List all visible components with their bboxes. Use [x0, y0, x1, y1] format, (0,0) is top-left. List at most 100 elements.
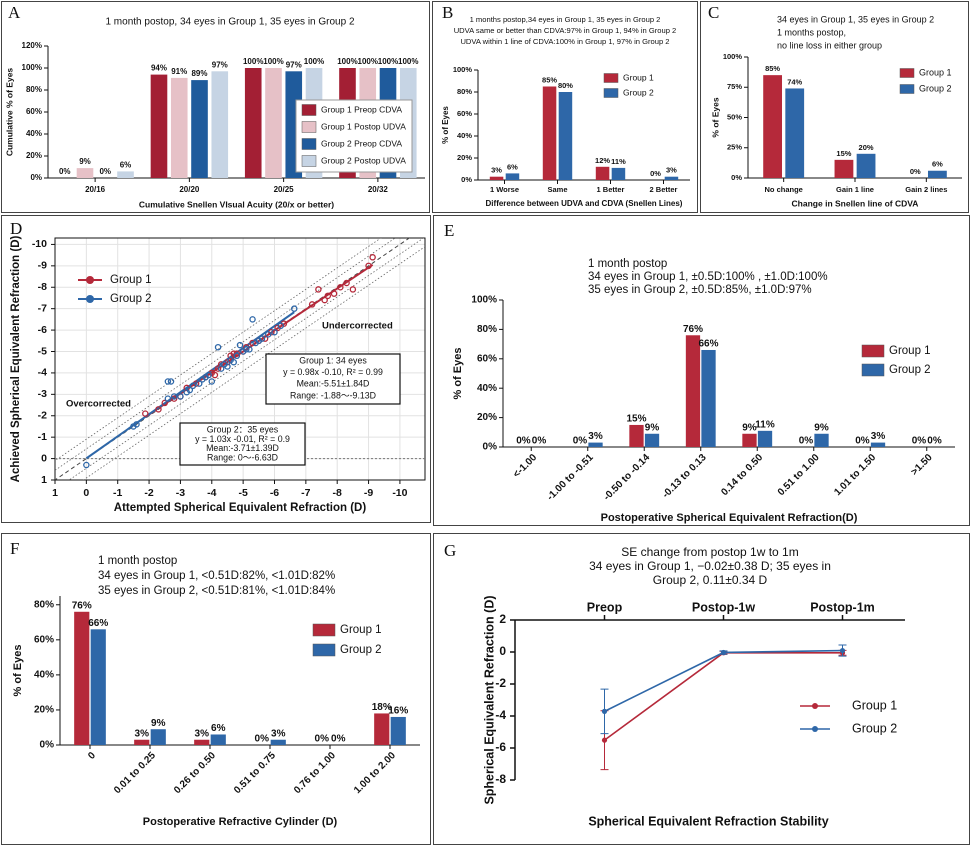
value-label: 0% — [855, 436, 870, 447]
chart-title: SE change from postop 1w to 1m — [621, 545, 798, 559]
point — [224, 363, 231, 370]
value-label: 3% — [666, 166, 677, 175]
y-tick-label: -5 — [38, 345, 47, 357]
point — [249, 316, 256, 323]
point — [233, 352, 241, 360]
chart-title: no line loss in either group — [777, 40, 882, 50]
y-tick-label: 80% — [477, 324, 497, 335]
chart-title: 1 months postop, — [777, 27, 846, 37]
y-tick-label: -6 — [38, 324, 47, 336]
bar — [270, 739, 286, 745]
bar — [170, 77, 188, 178]
y-tick-label: 2 — [499, 612, 506, 626]
x-tick-label: -4 — [207, 487, 216, 499]
point — [337, 284, 344, 291]
legend-marker — [86, 276, 94, 284]
value-label: 9% — [814, 422, 829, 433]
legend-label: Group 1 Postop UDVA — [321, 121, 406, 131]
legend-swatch — [301, 155, 317, 167]
legend-label: Group 2 Preop CDVA — [321, 138, 402, 148]
y-tick-label: 0% — [461, 175, 472, 184]
point — [720, 649, 727, 656]
x-tick-label: 0 — [83, 487, 89, 499]
y-tick-label: -9 — [38, 260, 47, 272]
x-tick-label: Gain 1 line — [836, 185, 874, 194]
point — [195, 380, 203, 387]
tolerance-line — [55, 238, 382, 462]
x-tick-label: 0.14 to 0.50 — [719, 452, 765, 498]
point — [208, 378, 216, 385]
tolerance-line — [55, 238, 396, 471]
bar — [210, 734, 226, 745]
y-axis-label: Cumulative % of Eyes — [4, 68, 14, 157]
panel-letter: D — [10, 219, 22, 238]
value-label: 20% — [859, 143, 874, 152]
chart-title: 34 eyes in Group 1, <0.51D:82%, <1.01D:8… — [98, 570, 335, 582]
value-label: 94% — [151, 64, 167, 73]
x-tick-label: -5 — [238, 487, 247, 499]
x-tick-label: 0.76 to 1.00 — [292, 750, 338, 796]
value-label: 3% — [871, 431, 886, 442]
y-tick-label: 0% — [30, 173, 42, 182]
y-tick-label: 50% — [727, 112, 742, 121]
legend-label: Group 2 — [919, 83, 952, 93]
x-tick-label: -0.13 to 0.13 — [660, 452, 709, 501]
chart-title: 34 eyes in Group 1, 35 eyes in Group 2 — [777, 14, 934, 24]
x-tick-label: 2 Better — [650, 185, 678, 194]
value-label: 0% — [799, 436, 814, 447]
y-tick-label: 80% — [26, 85, 42, 94]
x-tick-label: -9 — [364, 487, 373, 499]
point — [177, 393, 184, 400]
bar — [191, 80, 208, 178]
y-tick-label: -2 — [38, 410, 47, 422]
value-label: 16% — [388, 706, 408, 717]
x-tick-label: 0.26 to 0.50 — [172, 750, 218, 796]
chart-title: Group 2, 0.11±0.34 D — [653, 573, 768, 587]
chart-title: 35 eyes in Group 2, ±0.5D:85%, ±1.0D:97% — [588, 284, 812, 296]
point — [324, 292, 332, 300]
value-label: 6% — [932, 160, 943, 169]
panel-letter: C — [708, 3, 719, 22]
bar — [489, 176, 504, 180]
legend-label: Group 2 — [110, 293, 152, 305]
value-label: 6% — [120, 161, 132, 170]
value-label: 11% — [611, 157, 626, 166]
legend-swatch — [301, 138, 317, 150]
legend-swatch — [603, 88, 619, 98]
bar — [763, 75, 783, 178]
bar — [685, 335, 701, 447]
legend-swatch — [301, 121, 317, 133]
y-tick-label: 25% — [727, 143, 742, 152]
value-label: 12% — [595, 156, 610, 165]
point — [205, 371, 212, 379]
legend-swatch — [861, 363, 885, 377]
point — [189, 382, 197, 390]
value-label: 100% — [243, 57, 263, 66]
y-tick-label: 0% — [731, 173, 742, 182]
chart-title: 1 month postop — [588, 258, 667, 270]
bar — [927, 170, 947, 178]
value-label: 0% — [650, 169, 661, 178]
value-label: 3% — [195, 728, 210, 739]
value-label: 100% — [337, 57, 357, 66]
bar — [150, 729, 166, 745]
plot-frame — [54, 237, 426, 481]
x-tick-label: -3 — [176, 487, 185, 499]
bar — [558, 92, 573, 180]
value-label: 0% — [331, 734, 346, 745]
chart-title: 34 eyes in Group 1, −0.02±0.38 D; 35 eye… — [589, 559, 831, 573]
point — [243, 346, 250, 353]
bar — [588, 442, 603, 447]
bar — [595, 166, 610, 180]
point — [236, 341, 244, 349]
y-tick-label: 80% — [34, 599, 54, 610]
x-tick-label: Same — [547, 185, 567, 194]
value-label: 100% — [398, 57, 418, 66]
series-line — [604, 652, 843, 741]
series-line — [604, 649, 843, 713]
y-tick-label: 100% — [22, 63, 42, 72]
y-tick-label: 20% — [26, 151, 42, 160]
value-label: 100% — [358, 57, 378, 66]
bar — [611, 167, 626, 180]
bar — [150, 74, 168, 178]
